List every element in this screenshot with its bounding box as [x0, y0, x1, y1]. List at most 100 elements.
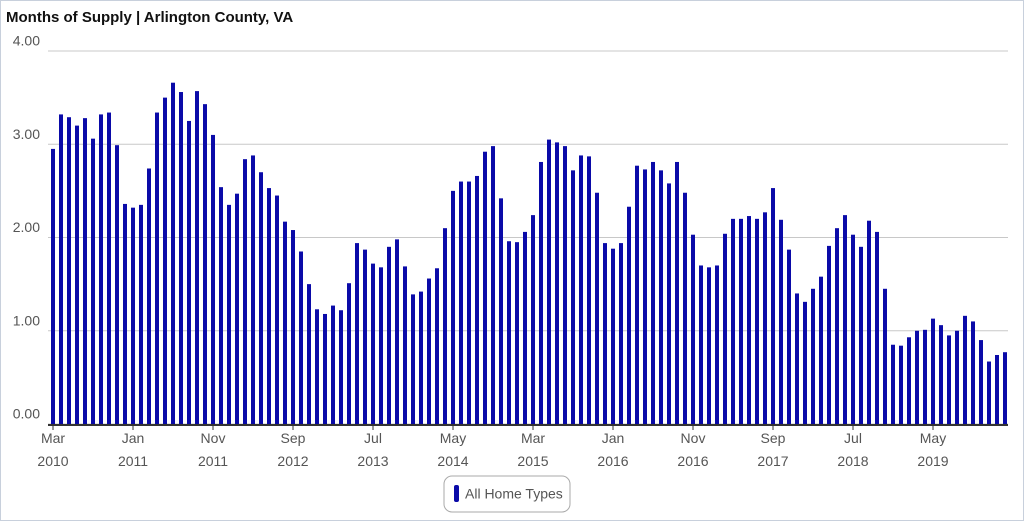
bar: [451, 190, 455, 424]
bar: [123, 203, 127, 424]
bar: [475, 175, 479, 424]
bar: [715, 265, 719, 424]
bar: [843, 215, 847, 424]
bar: [243, 159, 247, 425]
legend-box: [443, 475, 571, 513]
bar: [83, 118, 87, 424]
bar: [459, 181, 463, 424]
bar: [595, 192, 599, 424]
x-tick-label-line: 2013: [357, 453, 388, 469]
bar: [443, 228, 447, 424]
bar: [995, 354, 999, 424]
bar: [971, 321, 975, 424]
bar: [347, 283, 351, 424]
bar: [747, 216, 751, 424]
bar: [227, 204, 231, 424]
bar: [755, 218, 759, 424]
bar: [899, 345, 903, 424]
x-tick-label-line: Mar: [521, 430, 545, 446]
bar: [611, 248, 615, 424]
bar: [363, 249, 367, 424]
bar: [235, 193, 239, 424]
bar: [827, 245, 831, 424]
bar: [963, 315, 967, 424]
bar: [203, 104, 207, 424]
bar: [211, 134, 215, 425]
bar: [907, 337, 911, 424]
bar: [67, 117, 71, 425]
bar: [515, 242, 519, 424]
bar: [491, 146, 495, 425]
bar: [627, 206, 631, 424]
bar: [875, 231, 879, 424]
bar: [323, 313, 327, 424]
bar: [731, 218, 735, 424]
bar: [651, 161, 655, 424]
x-tick-label-line: Jul: [364, 430, 382, 446]
bar: [291, 230, 295, 424]
bar: [707, 267, 711, 424]
bar: [147, 168, 151, 424]
bar: [571, 170, 575, 424]
bar: [299, 251, 303, 424]
x-tick-label-line: Sep: [761, 430, 786, 446]
bar: [635, 165, 639, 424]
bar: [179, 92, 183, 424]
bar: [675, 161, 679, 424]
bar: [915, 330, 919, 424]
bar: [699, 265, 703, 424]
bar: [1003, 352, 1007, 424]
y-tick-label: 1.00: [13, 312, 40, 328]
bar: [547, 139, 551, 424]
x-tick-label-line: May: [440, 430, 466, 446]
bar: [683, 192, 687, 424]
x-tick-label-line: 2016: [677, 453, 708, 469]
bar: [619, 243, 623, 424]
bar: [883, 288, 887, 424]
bar: [771, 188, 775, 424]
legend-label: All Home Types: [465, 486, 563, 502]
x-tick-label-line: 2010: [37, 453, 68, 469]
bar: [315, 309, 319, 424]
bar: [331, 305, 335, 424]
bar: [59, 114, 63, 424]
bar: [867, 220, 871, 424]
bar: [115, 145, 119, 424]
bar: [107, 112, 111, 425]
x-tick-label: Nov 2011: [198, 430, 228, 469]
bar: [795, 293, 799, 424]
x-tick-label-line: 2014: [437, 453, 468, 469]
y-tick-label: 0.00: [13, 406, 40, 422]
bar: [307, 284, 311, 424]
x-tick-label: May 2014: [437, 430, 468, 469]
bar: [139, 204, 143, 424]
bar: [403, 266, 407, 424]
bar: [947, 335, 951, 424]
bar: [555, 142, 559, 424]
bar: [763, 212, 767, 424]
x-tick-label-line: Jan: [122, 430, 145, 446]
bar: [91, 138, 95, 424]
bar: [811, 288, 815, 424]
bar: [163, 97, 167, 424]
bar: [499, 198, 503, 424]
bar: [835, 228, 839, 424]
bar: [659, 170, 663, 424]
bar: [379, 267, 383, 424]
bar: [691, 234, 695, 424]
bar: [483, 151, 487, 424]
x-tick-label: Jul 2018: [837, 430, 868, 469]
bar: [539, 161, 543, 424]
legend: All Home Types: [443, 475, 571, 513]
x-tick-label: Sep 2012: [277, 430, 308, 469]
bar: [955, 330, 959, 424]
bar: [51, 148, 55, 424]
y-tick-label: 2.00: [13, 219, 40, 235]
bar: [283, 221, 287, 424]
y-tick-label: 4.00: [13, 33, 40, 49]
bar: [587, 156, 591, 424]
x-tick-label-line: 2017: [757, 453, 788, 469]
bar: [819, 276, 823, 424]
bar: [419, 291, 423, 424]
